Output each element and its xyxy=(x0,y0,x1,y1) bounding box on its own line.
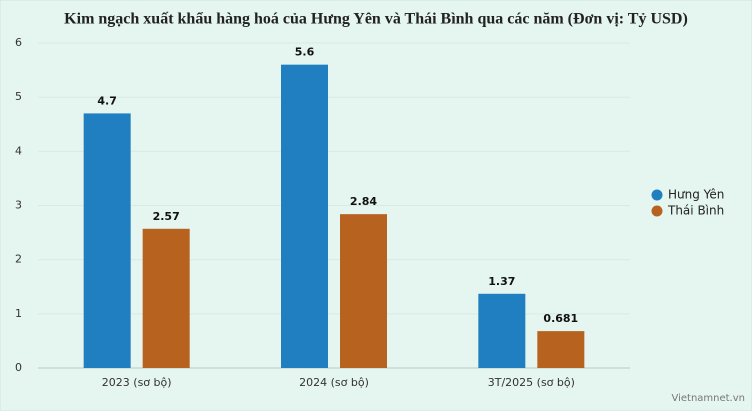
legend-marker xyxy=(651,189,663,201)
legend-label: Hưng Yên xyxy=(668,188,724,202)
value-label: 0.681 xyxy=(543,312,578,325)
y-tick-label: 0 xyxy=(15,361,22,374)
y-tick-label: 6 xyxy=(15,36,22,49)
bar xyxy=(537,331,585,368)
bar xyxy=(142,228,190,368)
x-tick-label: 2023 (sơ bộ) xyxy=(102,376,172,389)
bar xyxy=(83,113,131,369)
value-label: 2.84 xyxy=(350,195,377,208)
bar xyxy=(478,293,526,368)
y-tick-label: 4 xyxy=(15,144,22,157)
value-label: 5.6 xyxy=(295,46,315,59)
legend-marker xyxy=(651,205,663,217)
x-tick-label: 3T/2025 (sơ bộ) xyxy=(488,376,575,389)
bar xyxy=(281,64,328,369)
value-label: 2.57 xyxy=(153,210,180,223)
y-tick-label: 2 xyxy=(15,253,22,266)
y-tick-label: 5 xyxy=(15,90,22,103)
value-label: 1.37 xyxy=(488,275,515,288)
value-label: 4.7 xyxy=(97,94,117,107)
y-tick-label: 3 xyxy=(15,199,22,212)
x-tick-label: 2024 (sơ bộ) xyxy=(299,376,369,389)
y-tick-label: 1 xyxy=(15,307,22,320)
chart-title: Kim ngạch xuất khẩu hàng hoá của Hưng Yê… xyxy=(64,11,688,28)
credit: Vietnamnet.vn xyxy=(671,393,745,404)
legend-label: Thái Bình xyxy=(667,204,724,218)
bar xyxy=(340,214,387,368)
